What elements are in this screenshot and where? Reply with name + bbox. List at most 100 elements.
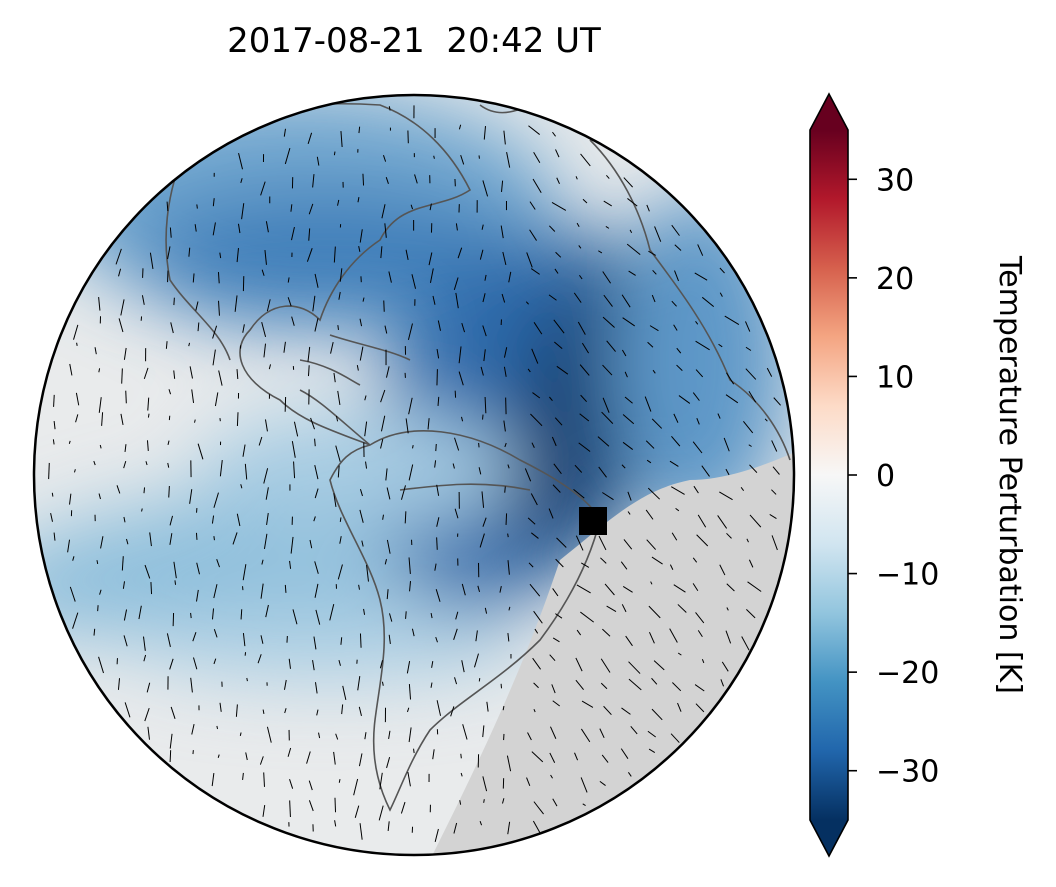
wind-tick	[532, 392, 541, 399]
wind-tick	[123, 635, 128, 647]
wind-tick	[314, 682, 318, 694]
wind-tick	[192, 657, 198, 670]
wind-tick	[236, 248, 239, 263]
wind-tick	[748, 444, 752, 447]
wind-tick	[701, 296, 715, 308]
wind-tick	[335, 733, 339, 740]
wind-tick	[501, 180, 504, 192]
wind-tick	[674, 270, 679, 282]
wind-tick	[745, 321, 751, 332]
wind-tick	[437, 320, 442, 331]
wind-tick	[287, 297, 292, 307]
wind-tick	[235, 704, 238, 717]
wind-tick	[504, 486, 506, 493]
wind-tick	[234, 295, 238, 312]
wind-tick	[409, 580, 412, 592]
wind-tick	[480, 366, 484, 376]
wind-tick	[408, 464, 414, 481]
wind-tick	[502, 798, 505, 804]
wind-tick	[719, 267, 725, 274]
wind-tick	[364, 732, 367, 740]
wind-tick	[75, 414, 79, 423]
colorbar-tick-label: −20	[876, 656, 939, 691]
wind-tick	[358, 706, 362, 716]
wind-tick	[333, 246, 336, 263]
wind-tick	[118, 268, 122, 277]
wind-tick	[433, 155, 435, 159]
wind-tick	[647, 487, 661, 500]
wind-tick	[579, 413, 590, 422]
wind-tick	[621, 604, 627, 613]
wind-tick	[408, 684, 412, 700]
wind-tick	[650, 581, 653, 585]
wind-tick	[261, 321, 267, 337]
wind-tick	[408, 397, 413, 415]
wind-tick	[411, 628, 415, 637]
wind-tick	[528, 562, 534, 568]
wind-tick	[67, 539, 71, 553]
wind-tick	[357, 197, 360, 203]
wind-tick	[624, 371, 628, 378]
wind-tick	[364, 421, 368, 437]
wind-tick	[746, 609, 756, 619]
wind-tick	[771, 440, 778, 452]
wind-tick	[283, 341, 286, 353]
wind-tick	[669, 460, 679, 467]
wind-tick	[143, 654, 147, 662]
wind-tick	[335, 445, 341, 462]
wind-tick	[671, 300, 677, 307]
wind-tick	[197, 443, 204, 460]
wind-tick	[604, 583, 615, 596]
wind-tick	[358, 584, 360, 590]
wind-tick	[652, 269, 657, 275]
wind-tick	[652, 369, 656, 374]
wind-tick	[692, 557, 698, 563]
wind-tick	[385, 468, 388, 481]
wind-tick	[68, 440, 71, 444]
wind-tick	[741, 636, 750, 651]
wind-tick	[123, 516, 126, 523]
wind-tick	[264, 419, 268, 432]
wind-tick	[312, 660, 315, 671]
wind-tick	[333, 151, 336, 156]
wind-tick	[529, 229, 537, 241]
wind-tick	[477, 585, 481, 593]
wind-tick	[293, 461, 296, 479]
wind-tick	[190, 677, 193, 693]
wind-tick	[212, 349, 216, 366]
colorbar: 30 20 10 0 −10 −20 −30	[809, 92, 939, 858]
wind-tick	[169, 515, 174, 526]
wind-tick	[242, 772, 244, 780]
wind-tick	[623, 539, 633, 550]
wind-tick	[603, 705, 612, 716]
wind-tick	[482, 325, 487, 337]
wind-tick	[648, 631, 655, 644]
wind-tick	[726, 372, 735, 385]
wind-tick	[404, 511, 407, 524]
wind-tick	[147, 397, 150, 411]
wind-tick	[575, 535, 584, 551]
wind-tick	[290, 204, 293, 212]
wind-tick	[141, 295, 145, 305]
wind-tick	[482, 180, 489, 197]
wind-tick	[167, 440, 170, 445]
wind-tick	[532, 178, 542, 193]
wind-tick	[412, 445, 414, 449]
wind-tick	[435, 636, 438, 643]
wind-tick	[217, 754, 220, 758]
colorbar-tick-label: 30	[876, 163, 914, 198]
wind-tick	[382, 514, 384, 520]
wind-tick	[359, 229, 363, 243]
wind-tick	[341, 704, 344, 715]
wind-tick	[606, 605, 617, 612]
wind-tick	[385, 177, 389, 184]
wind-tick	[411, 274, 417, 289]
wind-tick	[260, 635, 264, 644]
wind-tick	[69, 586, 76, 602]
wind-tick	[651, 556, 663, 565]
wind-tick	[553, 319, 565, 334]
colorbar-tick-label: 10	[876, 360, 914, 395]
wind-tick	[427, 418, 430, 430]
wind-tick	[671, 532, 678, 541]
